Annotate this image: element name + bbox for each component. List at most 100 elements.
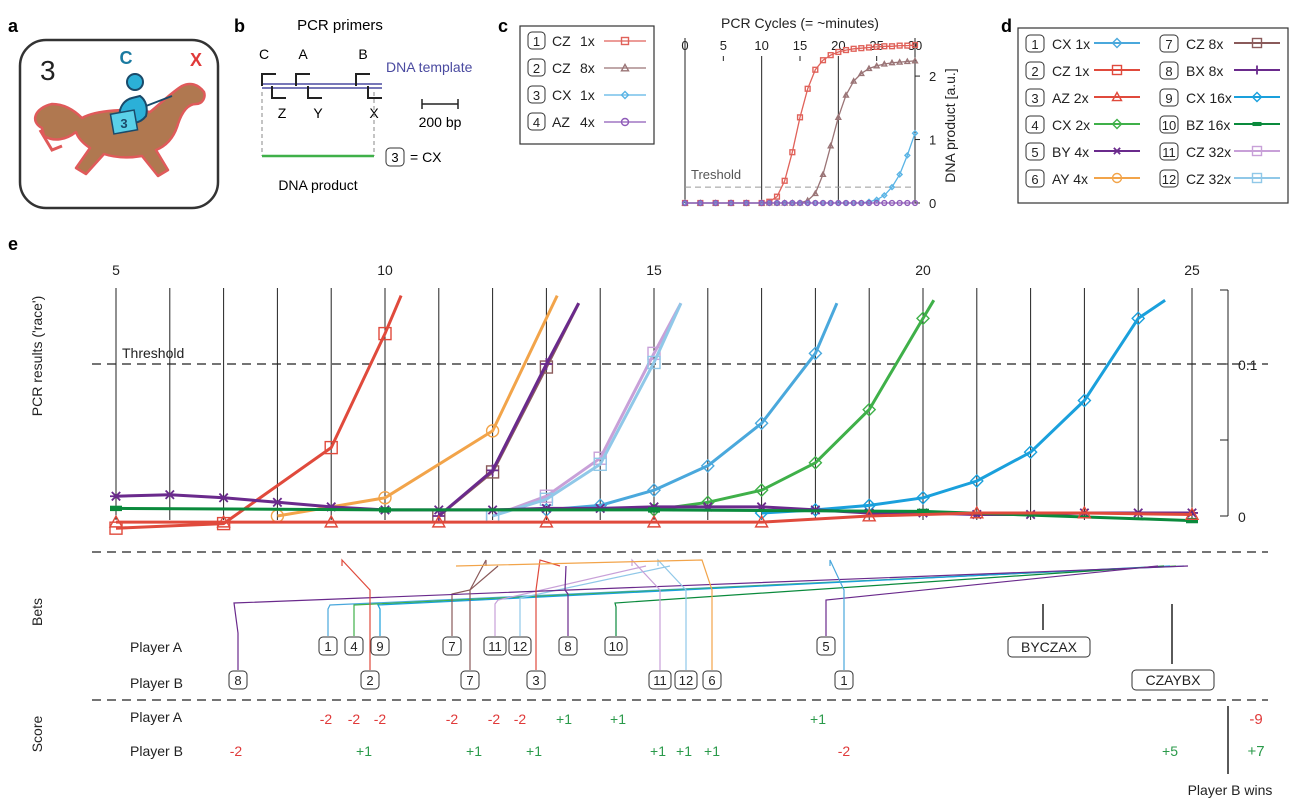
legend-d-box-1 [1025,34,1045,53]
chart-e-line-4 [653,299,936,512]
chart-c-point-1-10 [796,114,804,121]
panel-label-e: e [8,234,18,254]
chart-c-xtick-20: 20 [831,38,845,53]
chart-c-ytick-2: 2 [929,69,936,84]
score-b-7: -2 [838,743,851,759]
legend-c-num-4: 4 [533,115,540,130]
chart-c-threshold-label: Treshold [691,167,741,182]
chart-e-point-5-3 [271,497,284,508]
bets-line-a-5 [825,565,1159,636]
chart-c-point-4-6 [766,199,773,207]
legend-c-marker-1 [620,36,630,46]
legend-c-mult-4: 4x [580,114,595,130]
legend-c-num-3: 3 [533,88,540,103]
chart-c-point-4-17 [850,199,857,207]
chart-c-point-2-20 [873,62,881,69]
bets-b-order: CZAYBX [1146,672,1202,688]
chart-c-point-4-10 [796,199,804,207]
bets-a-num-8: 8 [564,639,571,654]
primer-c-label: C [259,46,269,62]
bets-line-a-9 [377,565,1171,636]
chart-e-point-3-5 [646,514,662,528]
legend-c-marker-3 [620,90,630,100]
chart-c-point-1-8 [781,177,788,184]
primer-b-label: B [358,46,367,62]
chart-c-xtick-0: 0 [681,38,688,53]
bets-line-a-7 [451,565,499,636]
bets-b-num-2: 2 [366,673,373,688]
chart-e-point-1-3 [700,458,715,473]
chart-c-point-3-20 [873,196,881,204]
legend-box-num: 3 [391,150,398,165]
chart-e-point-3-3 [431,514,446,528]
chart-c-point-3-23 [896,171,904,178]
chart-c-point-1-25 [911,41,919,49]
bets-b-box-7 [460,670,480,690]
bets-a-num-7: 7 [448,639,455,654]
chart-e-ytick-zero: 0 [1238,509,1246,525]
legend-c-label-4: AZ [552,114,570,130]
legend-d-label-1: CX 1x [1052,36,1090,52]
bets-line-a-11 [494,565,647,636]
legend-d-num-11: 11 [1162,145,1176,160]
chart-c-point-4-1 [697,199,704,207]
chart-e-point-3-9 [1077,505,1092,519]
bets-section: Bets Player A Player B 1 4 9 7 11 12 8 10 5 8 2 7 3 11 12… [29,551,1268,701]
bets-player-b-label: Player B [130,675,183,691]
chart-c-xtick-25: 25 [869,38,883,53]
bets-a-order: BYCZAX [1021,639,1078,655]
chart-c-point-4-3 [727,199,735,207]
legend-d-label-6: AY 4x [1052,171,1088,187]
chart-e-point-5-2 [217,492,230,503]
panel-c-legend: 1 CZ 1x 2 CZ 8x 3 CX 1x 4 AZ 4x [519,25,655,145]
bets-a-box-9 [370,636,390,656]
score-b-8: +5 [1162,743,1178,759]
panel-a: 3 C X 3 [18,38,220,210]
chart-e-point-3-8 [969,505,984,519]
chart-c-point-4-16 [842,199,850,207]
bets-a-box-1 [318,636,338,656]
chart-e-point-8-1 [486,464,499,477]
template-label: DNA template [386,59,473,75]
legend-box-3 [385,147,405,167]
chart-c-xlabel: PCR Cycles (= ~minutes) [721,15,879,31]
legend-d-num-5: 5 [1031,145,1038,160]
chart-e-point-1-5 [808,346,823,361]
chart-c-point-4-11 [804,199,811,207]
chart-e-point-9-4 [969,474,984,489]
legend-d-marker-4 [1111,118,1123,130]
chart-e-xtick-15: 15 [646,262,662,278]
chart-c-point-1-24 [904,42,911,49]
legend-d-num-4: 4 [1031,118,1038,133]
bets-line-a-10 [614,565,1165,636]
chart-e-point-12-1 [539,492,554,506]
horse-number: 3 [40,55,56,86]
bets-a-order-box [1007,636,1091,658]
horse-letter-c: C [120,48,133,68]
chart-c-point-4-12 [812,199,819,207]
legend-d-box-12 [1159,169,1179,188]
bets-b-box-8 [228,670,248,690]
legend-c-mult-1: 1x [580,33,595,49]
primer-y-label: Y [313,105,323,121]
chart-c-point-4-24 [904,199,911,207]
chart-e-point-2-3 [378,326,392,341]
chart-c-point-2-18 [857,69,865,77]
legend-d-box-11 [1159,142,1179,161]
legend-d-box-9 [1159,88,1179,107]
legend-d-box-7 [1159,34,1179,53]
bets-a-box-11 [483,636,507,656]
bets-a-box-10 [604,636,628,656]
bets-b-num-1: 1 [840,673,847,688]
legend-d-num-8: 8 [1165,64,1172,79]
primers-title: PCR primers [297,17,383,34]
legend-d-num-1: 1 [1031,37,1038,52]
bets-a-num-12: 12 [513,639,527,654]
legend-d-marker-12 [1251,172,1263,184]
bets-line-b-2 [341,558,371,670]
score-total-b: +7 [1247,743,1264,760]
reverse-primer-marks [271,86,382,99]
legend-d-marker-6 [1111,172,1123,184]
legend-c-label-1: CZ [552,33,571,49]
legend-d-box-5 [1025,142,1045,161]
